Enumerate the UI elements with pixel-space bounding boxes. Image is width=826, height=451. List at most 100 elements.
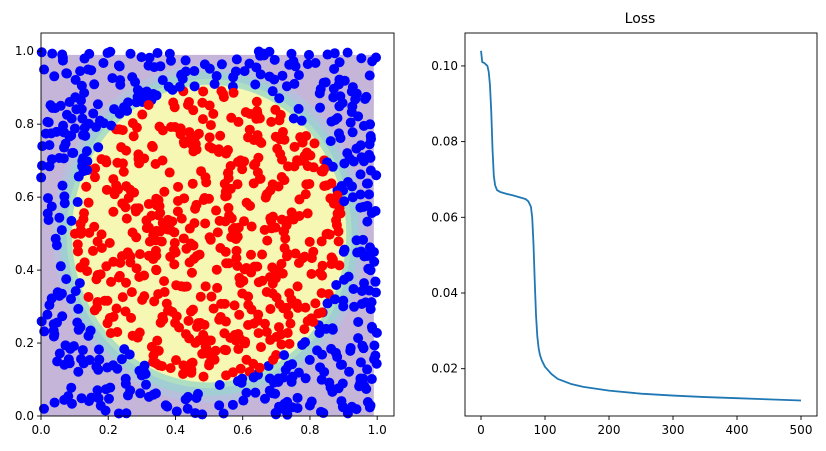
scatter-point-inside (333, 236, 344, 247)
scatter-point-outside (214, 400, 225, 411)
scatter-point-inside (261, 326, 272, 337)
scatter-point-outside (80, 130, 91, 141)
scatter-point-outside (329, 294, 340, 305)
scatter-point-inside (79, 208, 90, 219)
scatter-point-outside (364, 242, 375, 253)
scatter-point-inside (179, 193, 190, 204)
scatter-point-outside (113, 408, 124, 419)
scatter-point-inside (187, 139, 198, 150)
scatter-point-outside (293, 70, 304, 81)
scatter-point-inside (139, 270, 150, 281)
scatter-point-inside (194, 335, 205, 346)
scatter-point-outside (93, 142, 104, 153)
x-tick-label: 0.0 (31, 423, 50, 437)
scatter-point-outside (163, 81, 174, 92)
scatter-point-outside (356, 299, 367, 310)
scatter-point-outside (330, 347, 341, 358)
scatter-point-outside (138, 87, 149, 98)
scatter-point-inside (69, 228, 80, 239)
scatter-point-outside (367, 56, 378, 67)
scatter-point-outside (88, 108, 99, 119)
scatter-point-outside (46, 154, 57, 165)
scatter-point-outside (362, 216, 373, 227)
scatter-point-inside (209, 354, 220, 365)
scatter-point-inside (141, 223, 152, 234)
scatter-point-outside (189, 81, 200, 92)
scatter-point-inside (193, 128, 204, 139)
scatter-point-outside (115, 79, 126, 90)
scatter-point-inside (183, 99, 194, 110)
scatter-point-outside (362, 364, 373, 375)
scatter-point-inside (326, 178, 337, 189)
scatter-point-outside (356, 53, 367, 64)
y-tick-label: 0.6 (15, 190, 34, 204)
scatter-point-outside (335, 359, 346, 370)
scatter-point-outside (358, 234, 369, 245)
scatter-point-outside (264, 385, 275, 396)
scatter-point-outside (349, 301, 360, 312)
scatter-point-outside (351, 88, 362, 99)
scatter-point-inside (249, 261, 260, 272)
scatter-point-outside (191, 392, 202, 403)
scatter-point-inside (148, 254, 159, 265)
scatter-point-outside (177, 73, 188, 84)
scatter-point-inside (300, 302, 311, 313)
scatter-point-inside (276, 154, 287, 165)
scatter-point-outside (70, 286, 81, 297)
scatter-point-inside (155, 226, 166, 237)
scatter-point-inside (304, 236, 315, 247)
scatter-point-inside (117, 198, 128, 209)
scatter-point-inside (232, 260, 243, 271)
scatter-point-outside (347, 101, 358, 112)
scatter-point-inside (213, 144, 224, 155)
scatter-point-outside (70, 74, 81, 85)
scatter-point-outside (102, 362, 113, 373)
scatter-point-inside (128, 131, 139, 142)
scatter-point-inside (233, 344, 244, 355)
scatter-point-inside (101, 184, 112, 195)
scatter-point-outside (270, 409, 281, 420)
scatter-point-outside (365, 131, 376, 142)
scatter-point-inside (91, 274, 102, 285)
scatter-point-inside (267, 278, 278, 289)
scatter-point-outside (91, 361, 102, 372)
scatter-point-inside (285, 318, 296, 329)
scatter-point-inside (220, 246, 231, 257)
scatter-point-outside (160, 400, 171, 411)
scatter-point-outside (315, 102, 326, 113)
scatter-point-outside (356, 152, 367, 163)
scatter-point-inside (255, 342, 266, 353)
scatter-point-inside (246, 249, 257, 260)
scatter-point-outside (98, 57, 109, 68)
scatter-point-inside (117, 292, 128, 303)
scatter-point-inside (205, 335, 216, 346)
x-tick-label: 200 (598, 423, 621, 437)
x-tick-label: 1.0 (368, 423, 387, 437)
scatter-point-inside (180, 329, 191, 340)
scatter-point-inside (172, 206, 183, 217)
scatter-point-outside (75, 66, 86, 77)
scatter-point-inside (254, 362, 265, 373)
scatter-point-outside (92, 99, 103, 110)
scatter-point-outside (316, 406, 327, 417)
scatter-point-outside (348, 283, 359, 294)
scatter-point-outside (334, 57, 345, 68)
scatter-point-inside (220, 191, 231, 202)
scatter-point-inside (81, 181, 92, 192)
scatter-point-outside (44, 140, 55, 151)
scatter-point-inside (274, 115, 285, 126)
scatter-point-inside (257, 275, 268, 286)
scatter-point-outside (45, 100, 56, 111)
scatter-point-outside (74, 278, 85, 289)
loss-line (480, 50, 802, 402)
scatter-point-outside (369, 256, 380, 267)
scatter-point-inside (155, 317, 166, 328)
scatter-point-outside (279, 404, 290, 415)
scatter-point-inside (89, 305, 100, 316)
scatter-point-outside (356, 285, 367, 296)
scatter-point-outside (76, 353, 87, 364)
scatter-point-outside (230, 66, 241, 77)
scatter-point-outside (269, 74, 280, 85)
x-tick-label: 0.4 (166, 423, 185, 437)
scatter-point-inside (301, 179, 312, 190)
